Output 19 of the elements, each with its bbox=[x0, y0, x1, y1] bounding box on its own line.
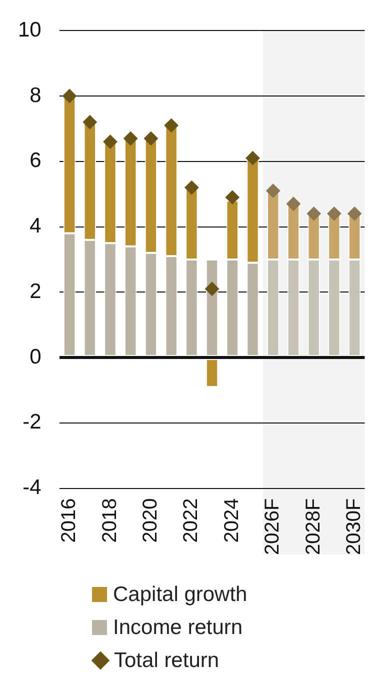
x-tick-label: 2016 bbox=[58, 498, 80, 543]
y-tick-label: -4 bbox=[22, 476, 42, 500]
y-tick-label: 8 bbox=[30, 84, 42, 107]
y-tick-label: 2 bbox=[30, 280, 42, 303]
legend-label: Total return bbox=[114, 648, 220, 672]
y-tick-label: 4 bbox=[30, 214, 42, 238]
x-tick-label: 2026F bbox=[262, 498, 284, 556]
legend-label: Income return bbox=[113, 616, 243, 640]
y-tick-label: 10 bbox=[18, 18, 42, 42]
legend-label: Capital growth bbox=[113, 582, 248, 606]
y-tick-label: 6 bbox=[30, 149, 42, 172]
x-tick-label: 2028F bbox=[302, 498, 324, 556]
y-tick-label: -2 bbox=[22, 410, 42, 434]
y-tick-label: 0 bbox=[30, 345, 42, 368]
x-tick-label: 2024 bbox=[220, 498, 243, 543]
x-tick-label: 2030F bbox=[343, 498, 366, 556]
x-tick-label: 2018 bbox=[98, 498, 121, 543]
x-tick-label: 2022 bbox=[180, 498, 202, 543]
x-tick-label: 2020 bbox=[139, 498, 162, 543]
